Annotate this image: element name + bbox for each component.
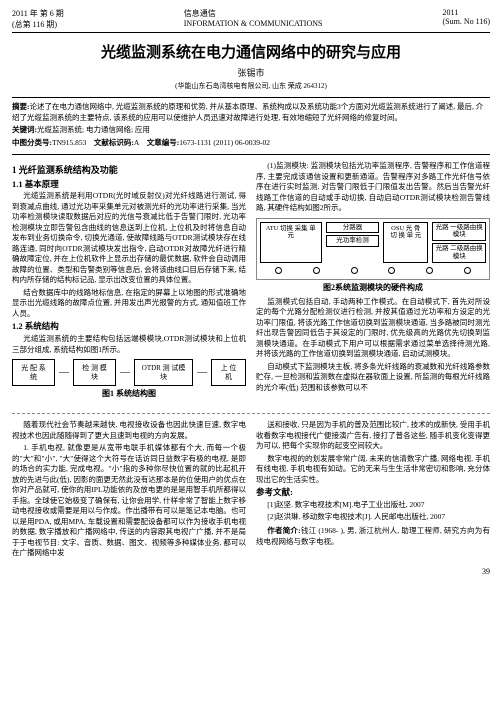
fig2-middle-stack: 分路器 光功率检测	[326, 222, 380, 263]
fig2-connectors	[260, 267, 486, 274]
journal-name-en: INFORMATION & COMMUNICATIONS	[184, 19, 323, 28]
keywords-text: 光缆监测系统; 电力通信网络; 应用	[37, 125, 150, 134]
doc-code: A	[134, 138, 139, 147]
figure-2-caption: 图2系统监测模块的硬件构成	[256, 282, 490, 293]
class-line: 中图分类号:TN915.853 文献标识码:A 文章编号:1673-1131 (…	[12, 138, 490, 149]
header-left: 2011 年 第 6 期 (总第 116 期)	[12, 8, 64, 30]
article-author: 张锡市	[12, 66, 490, 79]
fig2-line2: 光路 二级路由换模块	[432, 243, 486, 263]
connector-icon	[426, 267, 433, 274]
header-right: 2011 (Sum. No 116)	[443, 8, 490, 30]
para-1-2: 光缆监测系统的主要结构包括远端模模块,OTDR测试模块和上位机三部分组成, 系统…	[12, 334, 246, 355]
article-title: 光缆监测系统在电力通信网络中的研究与应用	[12, 41, 490, 62]
connector-icon	[351, 267, 358, 274]
fig2-line1: 光路 一级路由换模块	[432, 222, 486, 242]
doc-code-label: 文献标识码:	[94, 138, 134, 147]
para-r1: (1)监测模块: 监测模块包括光功率监测程序, 告警程序和工作信道程序, 主要完…	[256, 161, 490, 214]
left-column: 1 光纤监测系统结构及功能 1.1 基本原理 光缆监测系统是利用OTDR(光时域…	[12, 161, 246, 403]
fig2-top-row: ATU 切换 采集 单元 分路器 光功率检测 OSU 光 骨 切 换 单 元 光…	[260, 222, 486, 263]
fig2-power: 光功率检测	[326, 235, 380, 247]
abstract-line: 摘要:论述了在电力通信网络中, 光缆监测系统的原理和优势, 并从基本原理、系统构…	[12, 102, 490, 123]
references-list: [1]赵坚. 数字电视技术[M].电子工业出版社, 2007 [2]赵洪琳. 移…	[256, 500, 490, 522]
article-affiliation: (华能山东石岛湾核电有限公司, 山东 荣成 264312)	[12, 81, 490, 91]
arrow-icon: —	[59, 368, 69, 378]
lower-left-column: 随着现代社会节奏越来越快, 电视接收设备也因此快速巨速, 数字电视技术也因此随随…	[12, 420, 246, 561]
fig1-box-2: 检 测 模 块	[73, 359, 116, 386]
connector-icon	[275, 267, 282, 274]
ref-2: [2]赵洪琳. 移动数字电视技术[J]. 人民邮电出版社, 2007	[256, 512, 490, 523]
fig2-atu: ATU 切换 采集 单元	[260, 222, 322, 263]
issue-year: 2011 年 第 6 期	[12, 8, 64, 19]
abstract-label: 摘要:	[12, 102, 30, 111]
figure-2: ATU 切换 采集 单元 分路器 光功率检测 OSU 光 骨 切 换 单 元 光…	[256, 218, 490, 293]
section-1-2: 1.2 系统结构	[12, 321, 246, 333]
references-title: 参考文献:	[256, 487, 490, 499]
lower-r-p1: 送和接收, 只是因为手机的普及范围比较广, 技术的成新快, 受用手机收看数字电视…	[256, 420, 490, 452]
section-1: 1 光纤监测系统结构及功能	[12, 164, 246, 177]
section-1-1: 1.1 基本原理	[12, 179, 246, 191]
article-no-label: 文章编号:	[147, 138, 180, 147]
fig2-osu: OSU 光 骨 切 换 单 元	[383, 222, 428, 263]
fig2-splitter: 分路器	[326, 222, 380, 234]
article-no: 1673-1131 (2011) 06-0039-02	[179, 138, 270, 147]
para-1-1-a: 光缆监测系统是利用OTDR(光时域反射仪)对光纤线路进行测试, 得到衰减点曲线,…	[12, 191, 246, 286]
figure-1: 光 配 系 统 — 检 测 模 块 — OTDR 测 试模块 — 上 位 机 图…	[12, 359, 246, 399]
lower-section: 随着现代社会节奏越来越快, 电视接收设备也因此快速巨速, 数字电视技术也因此随随…	[12, 413, 490, 561]
arrow-icon: —	[197, 368, 207, 378]
ref-1: [1]赵坚. 数字电视技术[M].电子工业出版社, 2007	[256, 500, 490, 511]
lower-r-p2: 数字电视的的划发展非常广阔, 未来的信清数字广播, 网络电视, 手机有线电视, …	[256, 454, 490, 486]
class-label: 中图分类号:	[12, 138, 52, 147]
figure-1-diagram: 光 配 系 统 — 检 测 模 块 — OTDR 测 试模块 — 上 位 机	[12, 359, 246, 386]
para-r2: 监测模式包括自动, 手动两种工作模式。在自动模式下, 首先对所设定的每个光路分配…	[256, 297, 490, 360]
page-number: 39	[12, 567, 490, 576]
fig1-box-3: OTDR 测 试模块	[134, 359, 193, 386]
keywords-line: 关键词:光缆监测系统; 电力通信网络; 应用	[12, 125, 490, 136]
lower-p2: 1. 手机电视, 就像更是从宽带电联手机媒体都有个大, 而每一个极的"大"和"小…	[12, 443, 246, 559]
connector-icon	[313, 267, 320, 274]
connector-icon	[388, 267, 395, 274]
connector-icon	[464, 267, 471, 274]
lower-p1: 随着现代社会节奏越来越快, 电视接收设备也因此快速巨速, 数字电视技术也因此随随…	[12, 420, 246, 441]
figure-2-diagram: ATU 切换 采集 单元 分路器 光功率检测 OSU 光 骨 切 换 单 元 光…	[256, 218, 490, 280]
header-center: 信息通信 INFORMATION & COMMUNICATIONS	[184, 8, 323, 30]
fig2-right-stack: 光路 一级路由换模块 光路 二级路由换模块	[432, 222, 486, 263]
header-sum: (Sum. No 116)	[443, 17, 490, 26]
journal-name-cn: 信息通信	[184, 8, 323, 19]
keywords-label: 关键词:	[12, 125, 37, 134]
figure-1-caption: 图1 系统结构图	[12, 388, 246, 399]
bio-label: 作者简介:	[267, 526, 300, 535]
para-1-1-b: 结合数据库中的线路地标信息, 在指定的屏幕上以地图的形式准确地显示出光缆线路的故…	[12, 288, 246, 320]
class-no: TN915.853	[52, 138, 86, 147]
para-r3: 自动模式下监测模块主板, 将多条光纤线路的衰减数和光纤线路参数贮存, 一旦检测和…	[256, 362, 490, 394]
fig1-box-1: 光 配 系 统	[12, 359, 55, 386]
header-year: 2011	[443, 8, 490, 17]
arrow-icon: —	[120, 368, 130, 378]
lower-right-column: 送和接收, 只是因为手机的普及范围比较广, 技术的成新快, 受用手机收看数字电视…	[256, 420, 490, 561]
fig1-box-4: 上 位 机	[211, 359, 246, 386]
main-columns: 1 光纤监测系统结构及功能 1.1 基本原理 光缆监测系统是利用OTDR(光时域…	[12, 161, 490, 403]
abstract-block: 摘要:论述了在电力通信网络中, 光缆监测系统的原理和优势, 并从基本原理、系统构…	[12, 97, 490, 155]
issue-total: (总第 116 期)	[12, 19, 64, 30]
page-header: 2011 年 第 6 期 (总第 116 期) 信息通信 INFORMATION…	[12, 8, 490, 33]
abstract-text: 论述了在电力通信网络中, 光缆监测系统的原理和优势, 并从基本原理、系统构成以及…	[12, 102, 483, 122]
author-bio: 作者简介:钱江 (1968- ), 男, 浙江杭州人, 助理工程师, 研究方向为…	[256, 526, 490, 547]
right-column: (1)监测模块: 监测模块包括光功率监测程序, 告警程序和工作信道程序, 主要完…	[256, 161, 490, 403]
